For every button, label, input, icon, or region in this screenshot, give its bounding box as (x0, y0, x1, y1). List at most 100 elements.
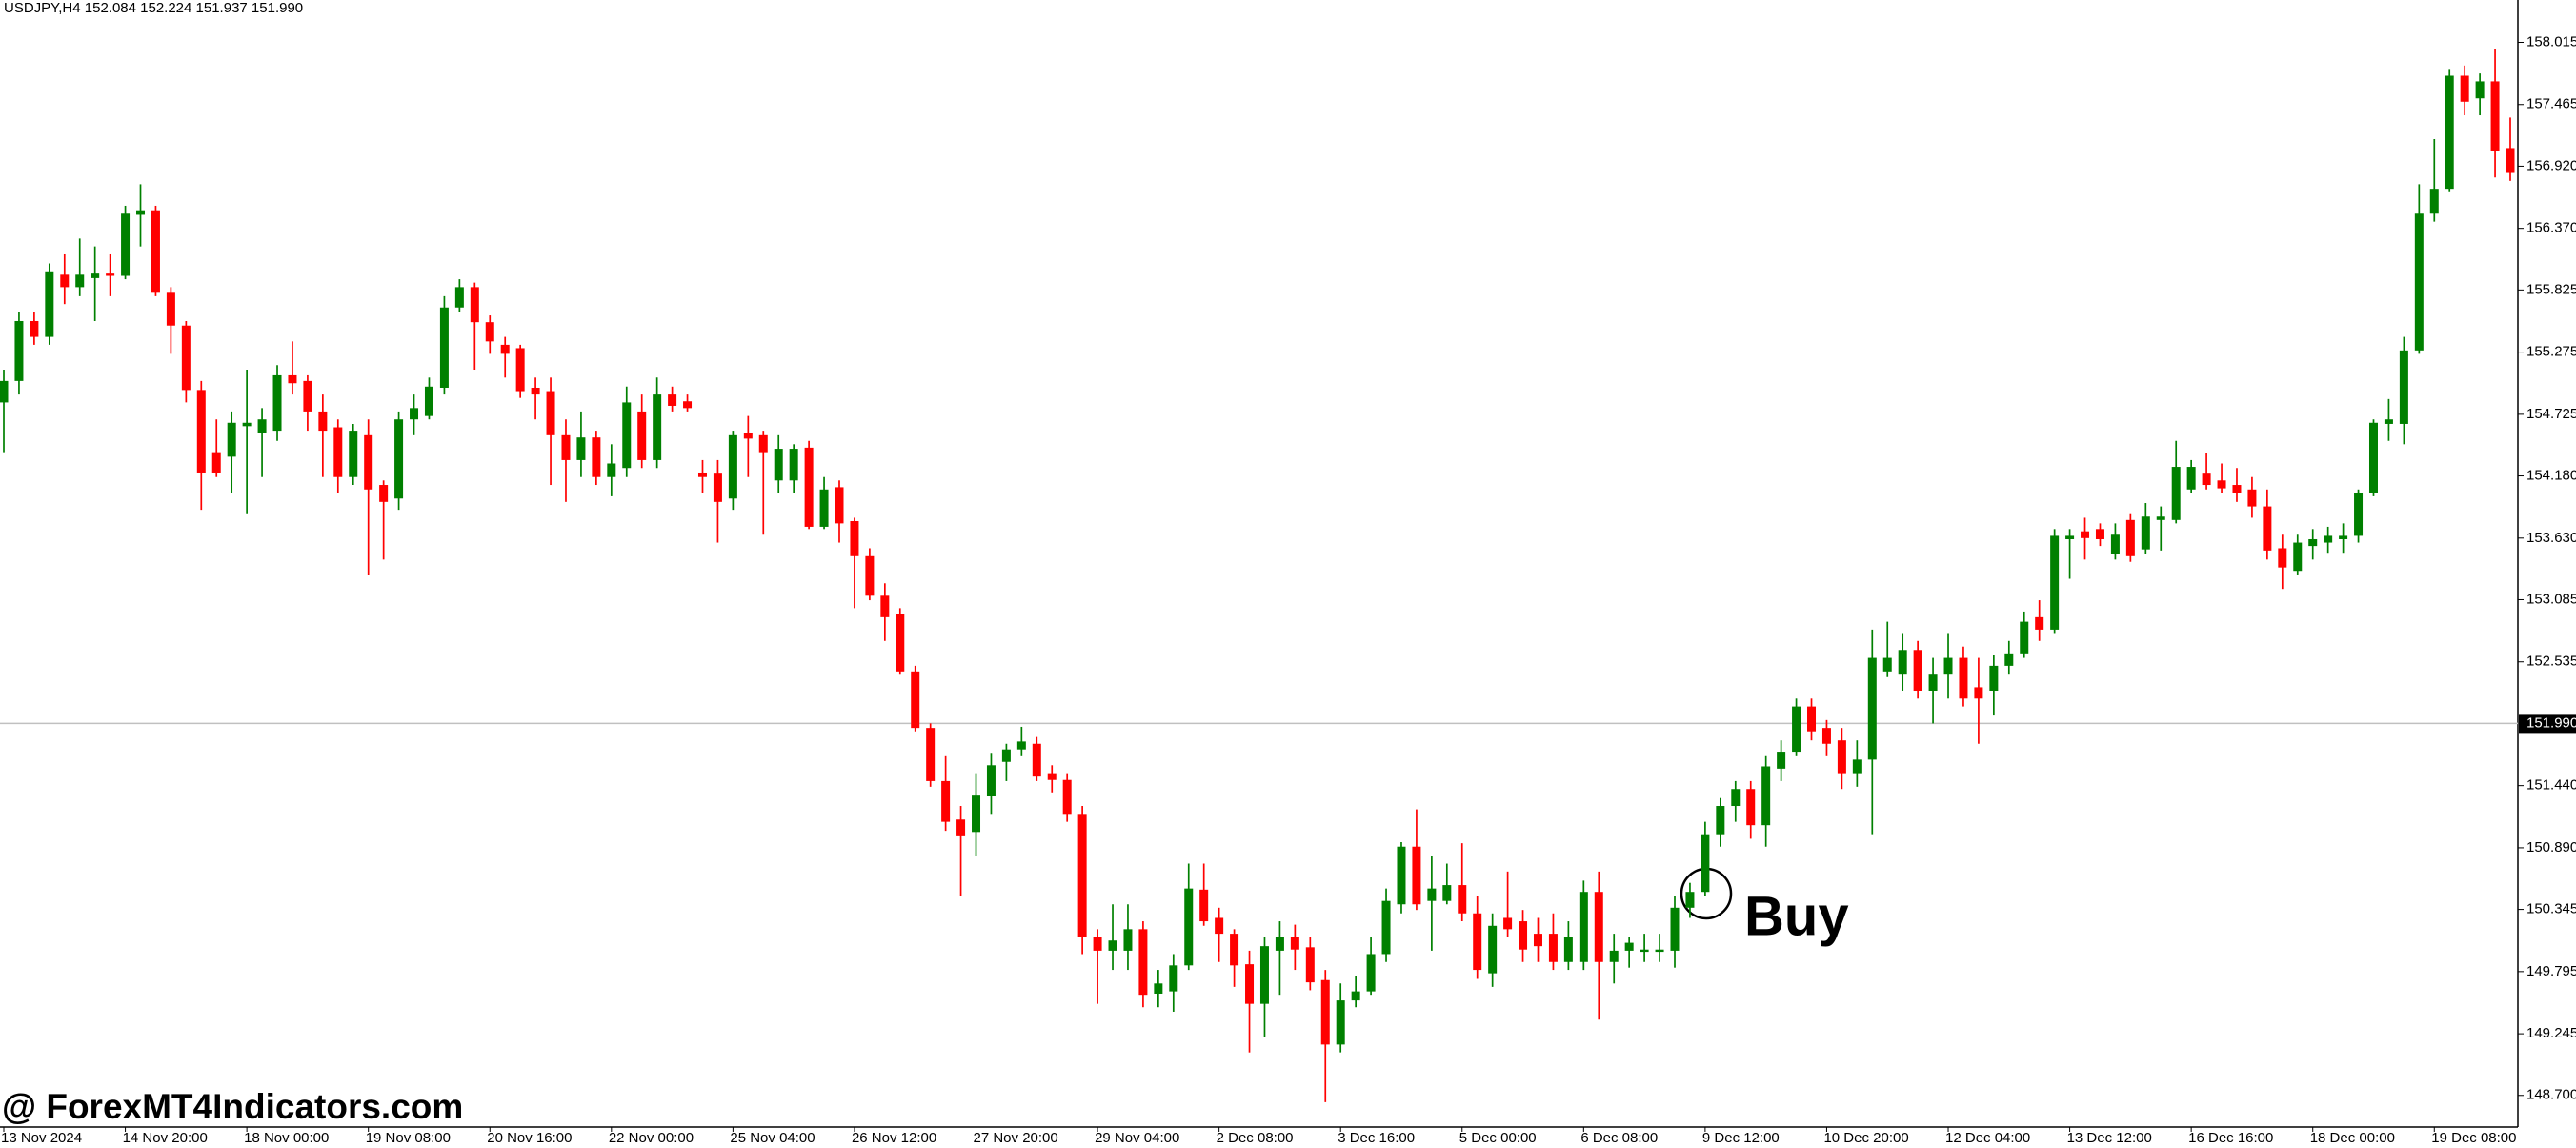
candle-body (1928, 674, 1938, 691)
candle-body (728, 434, 737, 499)
candle-body (1519, 921, 1528, 950)
candle-body (1138, 929, 1148, 996)
candle-body (1245, 964, 1255, 1004)
watermark: @ ForexMT4Indicators.com (2, 1087, 463, 1126)
candle-body (2263, 506, 2272, 551)
candle-body (1351, 991, 1360, 1001)
candle-body (500, 344, 510, 354)
candle-body (470, 287, 479, 323)
candle-body (2095, 529, 2104, 539)
candle-body (774, 449, 783, 481)
candle-body (1381, 900, 1391, 955)
candle-body (1807, 706, 1817, 732)
candle-body (2506, 148, 2515, 173)
x-tick-label: 10 Dec 20:00 (1823, 1130, 1908, 1146)
candle-body (1336, 1000, 1345, 1045)
y-tick-label: 148.700 (2526, 1087, 2576, 1103)
candle-body (303, 380, 312, 412)
y-tick-label: 155.825 (2526, 281, 2576, 297)
candle-body (835, 487, 844, 524)
candle-body (2354, 493, 2364, 536)
y-tick-label: 152.535 (2526, 654, 2576, 670)
candle-body (576, 437, 586, 460)
candle-body (2278, 548, 2287, 568)
candle-body (1882, 657, 1892, 672)
candle-body (1169, 965, 1178, 992)
candle-body (2308, 538, 2318, 547)
candle-body (1548, 934, 1558, 962)
candle-body (1442, 885, 1452, 901)
candle-body (211, 452, 221, 473)
candle-body (1655, 949, 1664, 953)
candle-body (2217, 480, 2226, 489)
x-tick-label: 6 Dec 08:00 (1580, 1130, 1658, 1146)
candle-body (1761, 766, 1771, 826)
candle-body (2414, 213, 2424, 351)
candle-body (1473, 913, 1482, 971)
candle-body (1837, 740, 1846, 774)
candle-body (637, 411, 647, 460)
candle-body (2324, 535, 2333, 543)
candle-body (30, 320, 39, 337)
candle-body (986, 765, 996, 796)
candle-body (2293, 542, 2303, 572)
x-tick-label: 25 Nov 04:00 (730, 1130, 815, 1146)
candle-body (272, 374, 282, 432)
candle-body (1913, 650, 1922, 691)
candle-body (1275, 937, 1284, 951)
buy-annotation: Buy (1744, 885, 1849, 947)
chart-title: USDJPY,H4 152.084 152.224 151.937 151.99… (4, 0, 303, 16)
y-tick-label: 156.920 (2526, 157, 2576, 173)
candle-body (2035, 616, 2044, 630)
candle-body (410, 408, 419, 420)
y-tick-label: 150.345 (2526, 901, 2576, 917)
candle-body (121, 213, 131, 276)
candle-body (1016, 741, 1026, 750)
y-tick-label: 153.630 (2526, 530, 2576, 546)
candle-body (2081, 531, 2090, 538)
candle-body (1047, 773, 1057, 780)
candle-body (1427, 888, 1437, 901)
candle-body (379, 485, 389, 502)
candle-body (1093, 937, 1102, 951)
candle-body (1670, 907, 1680, 951)
candle-body (1077, 814, 1087, 937)
y-tick-label: 155.275 (2526, 344, 2576, 360)
candle-body (1062, 779, 1072, 815)
candle-body (1458, 885, 1467, 914)
candle-body (349, 431, 358, 477)
candle-body (1412, 846, 1421, 905)
candle-body (151, 210, 160, 293)
candle-body (789, 449, 798, 481)
candle-body (592, 437, 601, 477)
candle-body (804, 447, 814, 527)
candle-body (439, 307, 449, 388)
y-tick-label: 154.180 (2526, 468, 2576, 484)
candle-body (1305, 947, 1315, 983)
x-tick-label: 9 Dec 12:00 (1702, 1130, 1780, 1146)
candle-body (1943, 657, 1953, 675)
candle-body (75, 274, 85, 288)
candle-body (697, 472, 707, 477)
candle-body (2065, 535, 2075, 539)
candle-body (758, 434, 768, 453)
candle-body (743, 433, 753, 439)
y-tick-label: 150.890 (2526, 839, 2576, 856)
candle-body (1563, 937, 1573, 962)
candle-body (1640, 949, 1649, 953)
y-tick-label: 156.370 (2526, 220, 2576, 236)
candle-body (531, 387, 540, 395)
x-tick-label: 18 Dec 00:00 (2310, 1130, 2395, 1146)
x-tick-label: 26 Nov 12:00 (852, 1130, 936, 1146)
candle-body (2399, 350, 2408, 424)
candle-body (242, 422, 252, 427)
candle-body (2050, 535, 2060, 630)
candle-body (2004, 653, 2014, 666)
candle-body (1609, 950, 1619, 962)
candle-body (819, 489, 829, 527)
candle-body (91, 273, 100, 278)
candle-body (196, 390, 206, 473)
candle-body (865, 555, 875, 596)
candle-body (1852, 759, 1862, 774)
